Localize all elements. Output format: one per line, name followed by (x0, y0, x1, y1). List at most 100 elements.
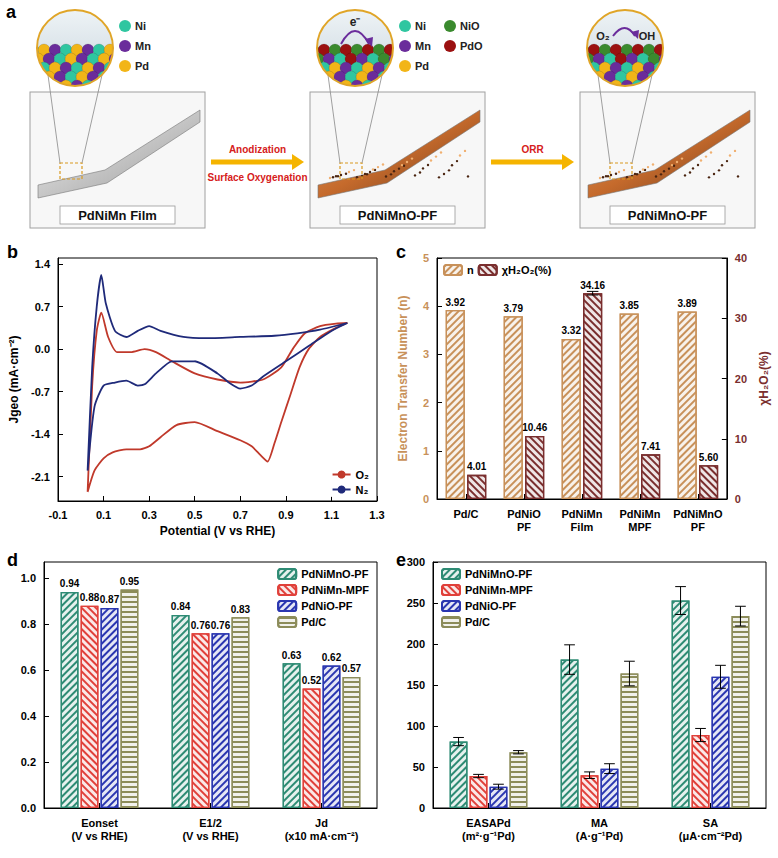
svg-text:Anodization: Anodization (229, 144, 286, 155)
svg-text:PdO: PdO (460, 40, 483, 52)
svg-text:PdNiMnO-PF: PdNiMnO-PF (628, 208, 707, 223)
svg-text:0.9: 0.9 (278, 509, 293, 521)
svg-text:PdNiMnO-PF: PdNiMnO-PF (465, 568, 532, 580)
svg-text:Film: Film (571, 521, 594, 533)
svg-text:NiO: NiO (460, 20, 480, 32)
svg-text:(x10 mA·cm⁻²): (x10 mA·cm⁻²) (285, 830, 359, 842)
svg-text:0.7: 0.7 (35, 301, 50, 313)
svg-text:χH₂O₂(%): χH₂O₂(%) (502, 264, 552, 276)
svg-text:0.7: 0.7 (233, 509, 248, 521)
svg-text:EASAPd: EASAPd (466, 817, 511, 829)
svg-text:0.87: 0.87 (100, 594, 120, 605)
svg-text:n: n (467, 264, 474, 276)
svg-text:4.01: 4.01 (467, 461, 487, 472)
svg-text:e⁻: e⁻ (350, 15, 361, 29)
svg-text:0.88: 0.88 (80, 592, 100, 603)
svg-text:0.62: 0.62 (322, 652, 342, 663)
svg-text:0.6: 0.6 (21, 664, 36, 676)
svg-text:Potential (V vs RHE): Potential (V vs RHE) (160, 524, 275, 538)
svg-text:150: 150 (407, 679, 425, 691)
svg-text:(m²·g⁻¹Pd): (m²·g⁻¹Pd) (462, 830, 515, 842)
svg-text:PdNiO-PF: PdNiO-PF (301, 600, 353, 612)
svg-text:50: 50 (413, 761, 425, 773)
svg-text:(V vs RHE): (V vs RHE) (71, 830, 128, 842)
svg-text:Surface Oxygenation: Surface Oxygenation (207, 172, 307, 183)
svg-text:ORR: ORR (521, 144, 544, 155)
svg-text:300: 300 (407, 556, 425, 568)
svg-text:PF: PF (517, 521, 531, 533)
svg-text:SA: SA (703, 817, 718, 829)
svg-text:7.41: 7.41 (641, 441, 661, 452)
svg-text:PdNiMn-MPF: PdNiMn-MPF (465, 584, 533, 596)
svg-text:200: 200 (407, 638, 425, 650)
svg-text:Pd: Pd (415, 60, 429, 72)
svg-text:e: e (396, 550, 406, 570)
svg-text:Jgeo (mA·cm⁻²): Jgeo (mA·cm⁻²) (7, 335, 21, 423)
svg-text:0.52: 0.52 (302, 675, 322, 686)
svg-text:0.84: 0.84 (171, 601, 191, 612)
svg-text:0.63: 0.63 (282, 650, 302, 661)
svg-text:PdNiO-PF: PdNiO-PF (465, 600, 517, 612)
svg-text:MPF: MPF (628, 521, 652, 533)
svg-text:(μA·cm⁻²Pd): (μA·cm⁻²Pd) (679, 830, 743, 842)
svg-text:Mn: Mn (415, 40, 431, 52)
svg-text:5.60: 5.60 (699, 452, 719, 463)
svg-text:3.89: 3.89 (677, 298, 697, 309)
svg-text:PdNiMnO-PF: PdNiMnO-PF (301, 568, 368, 580)
svg-text:-2.1: -2.1 (31, 471, 50, 483)
svg-text:E1/2: E1/2 (199, 817, 222, 829)
svg-text:30: 30 (735, 312, 747, 324)
svg-text:c: c (396, 242, 406, 262)
svg-text:3.92: 3.92 (446, 297, 466, 308)
svg-text:PdNiMn-MPF: PdNiMn-MPF (301, 584, 369, 596)
svg-text:2: 2 (423, 397, 429, 409)
svg-text:0.83: 0.83 (231, 604, 251, 615)
svg-text:b: b (7, 242, 18, 262)
svg-text:0.8: 0.8 (21, 618, 36, 630)
svg-text:3.79: 3.79 (504, 303, 524, 314)
svg-text:(V vs RHE): (V vs RHE) (182, 830, 239, 842)
svg-text:0.76: 0.76 (191, 620, 211, 631)
svg-text:0.0: 0.0 (21, 802, 36, 814)
svg-text:1.0: 1.0 (21, 572, 36, 584)
svg-text:-1.4: -1.4 (31, 428, 51, 440)
svg-text:O₂: O₂ (596, 30, 610, 42)
svg-text:PdNiO: PdNiO (507, 508, 541, 520)
svg-text:0.95: 0.95 (120, 576, 140, 587)
svg-text:0.4: 0.4 (21, 710, 37, 722)
svg-text:3: 3 (423, 348, 429, 360)
svg-text:0.0: 0.0 (35, 343, 50, 355)
svg-text:Pd/C: Pd/C (453, 508, 478, 520)
svg-text:1.4: 1.4 (35, 258, 51, 270)
svg-text:χH₂O₂(%): χH₂O₂(%) (757, 351, 771, 405)
svg-text:5: 5 (423, 252, 429, 264)
svg-text:1.3: 1.3 (369, 509, 384, 521)
svg-text:PdNiMnO: PdNiMnO (673, 508, 723, 520)
svg-text:-0.7: -0.7 (31, 386, 50, 398)
svg-text:0: 0 (423, 493, 429, 505)
svg-text:0.94: 0.94 (60, 578, 80, 589)
svg-text:MA: MA (591, 817, 608, 829)
svg-text:0.57: 0.57 (342, 663, 362, 674)
svg-text:Ni: Ni (135, 20, 146, 32)
svg-text:4: 4 (423, 300, 430, 312)
svg-text:-0.1: -0.1 (49, 509, 68, 521)
svg-text:PdNiMn: PdNiMn (619, 508, 660, 520)
svg-text:N₂: N₂ (356, 484, 369, 496)
svg-text:Electron Transfer Number (n): Electron Transfer Number (n) (396, 295, 410, 461)
svg-text:O₂: O₂ (356, 469, 370, 481)
svg-text:250: 250 (407, 597, 425, 609)
svg-text:0: 0 (419, 802, 425, 814)
svg-text:20: 20 (735, 373, 747, 385)
svg-text:OH: OH (639, 30, 656, 42)
svg-text:d: d (7, 550, 18, 570)
svg-text:Pd/C: Pd/C (465, 616, 490, 628)
svg-text:1: 1 (423, 445, 429, 457)
svg-text:PF: PF (691, 521, 705, 533)
svg-text:0: 0 (735, 493, 741, 505)
svg-text:10.46: 10.46 (522, 422, 547, 433)
svg-text:Eonset: Eonset (81, 817, 118, 829)
svg-text:Pd: Pd (135, 60, 149, 72)
svg-text:0.5: 0.5 (187, 509, 202, 521)
svg-text:100: 100 (407, 720, 425, 732)
